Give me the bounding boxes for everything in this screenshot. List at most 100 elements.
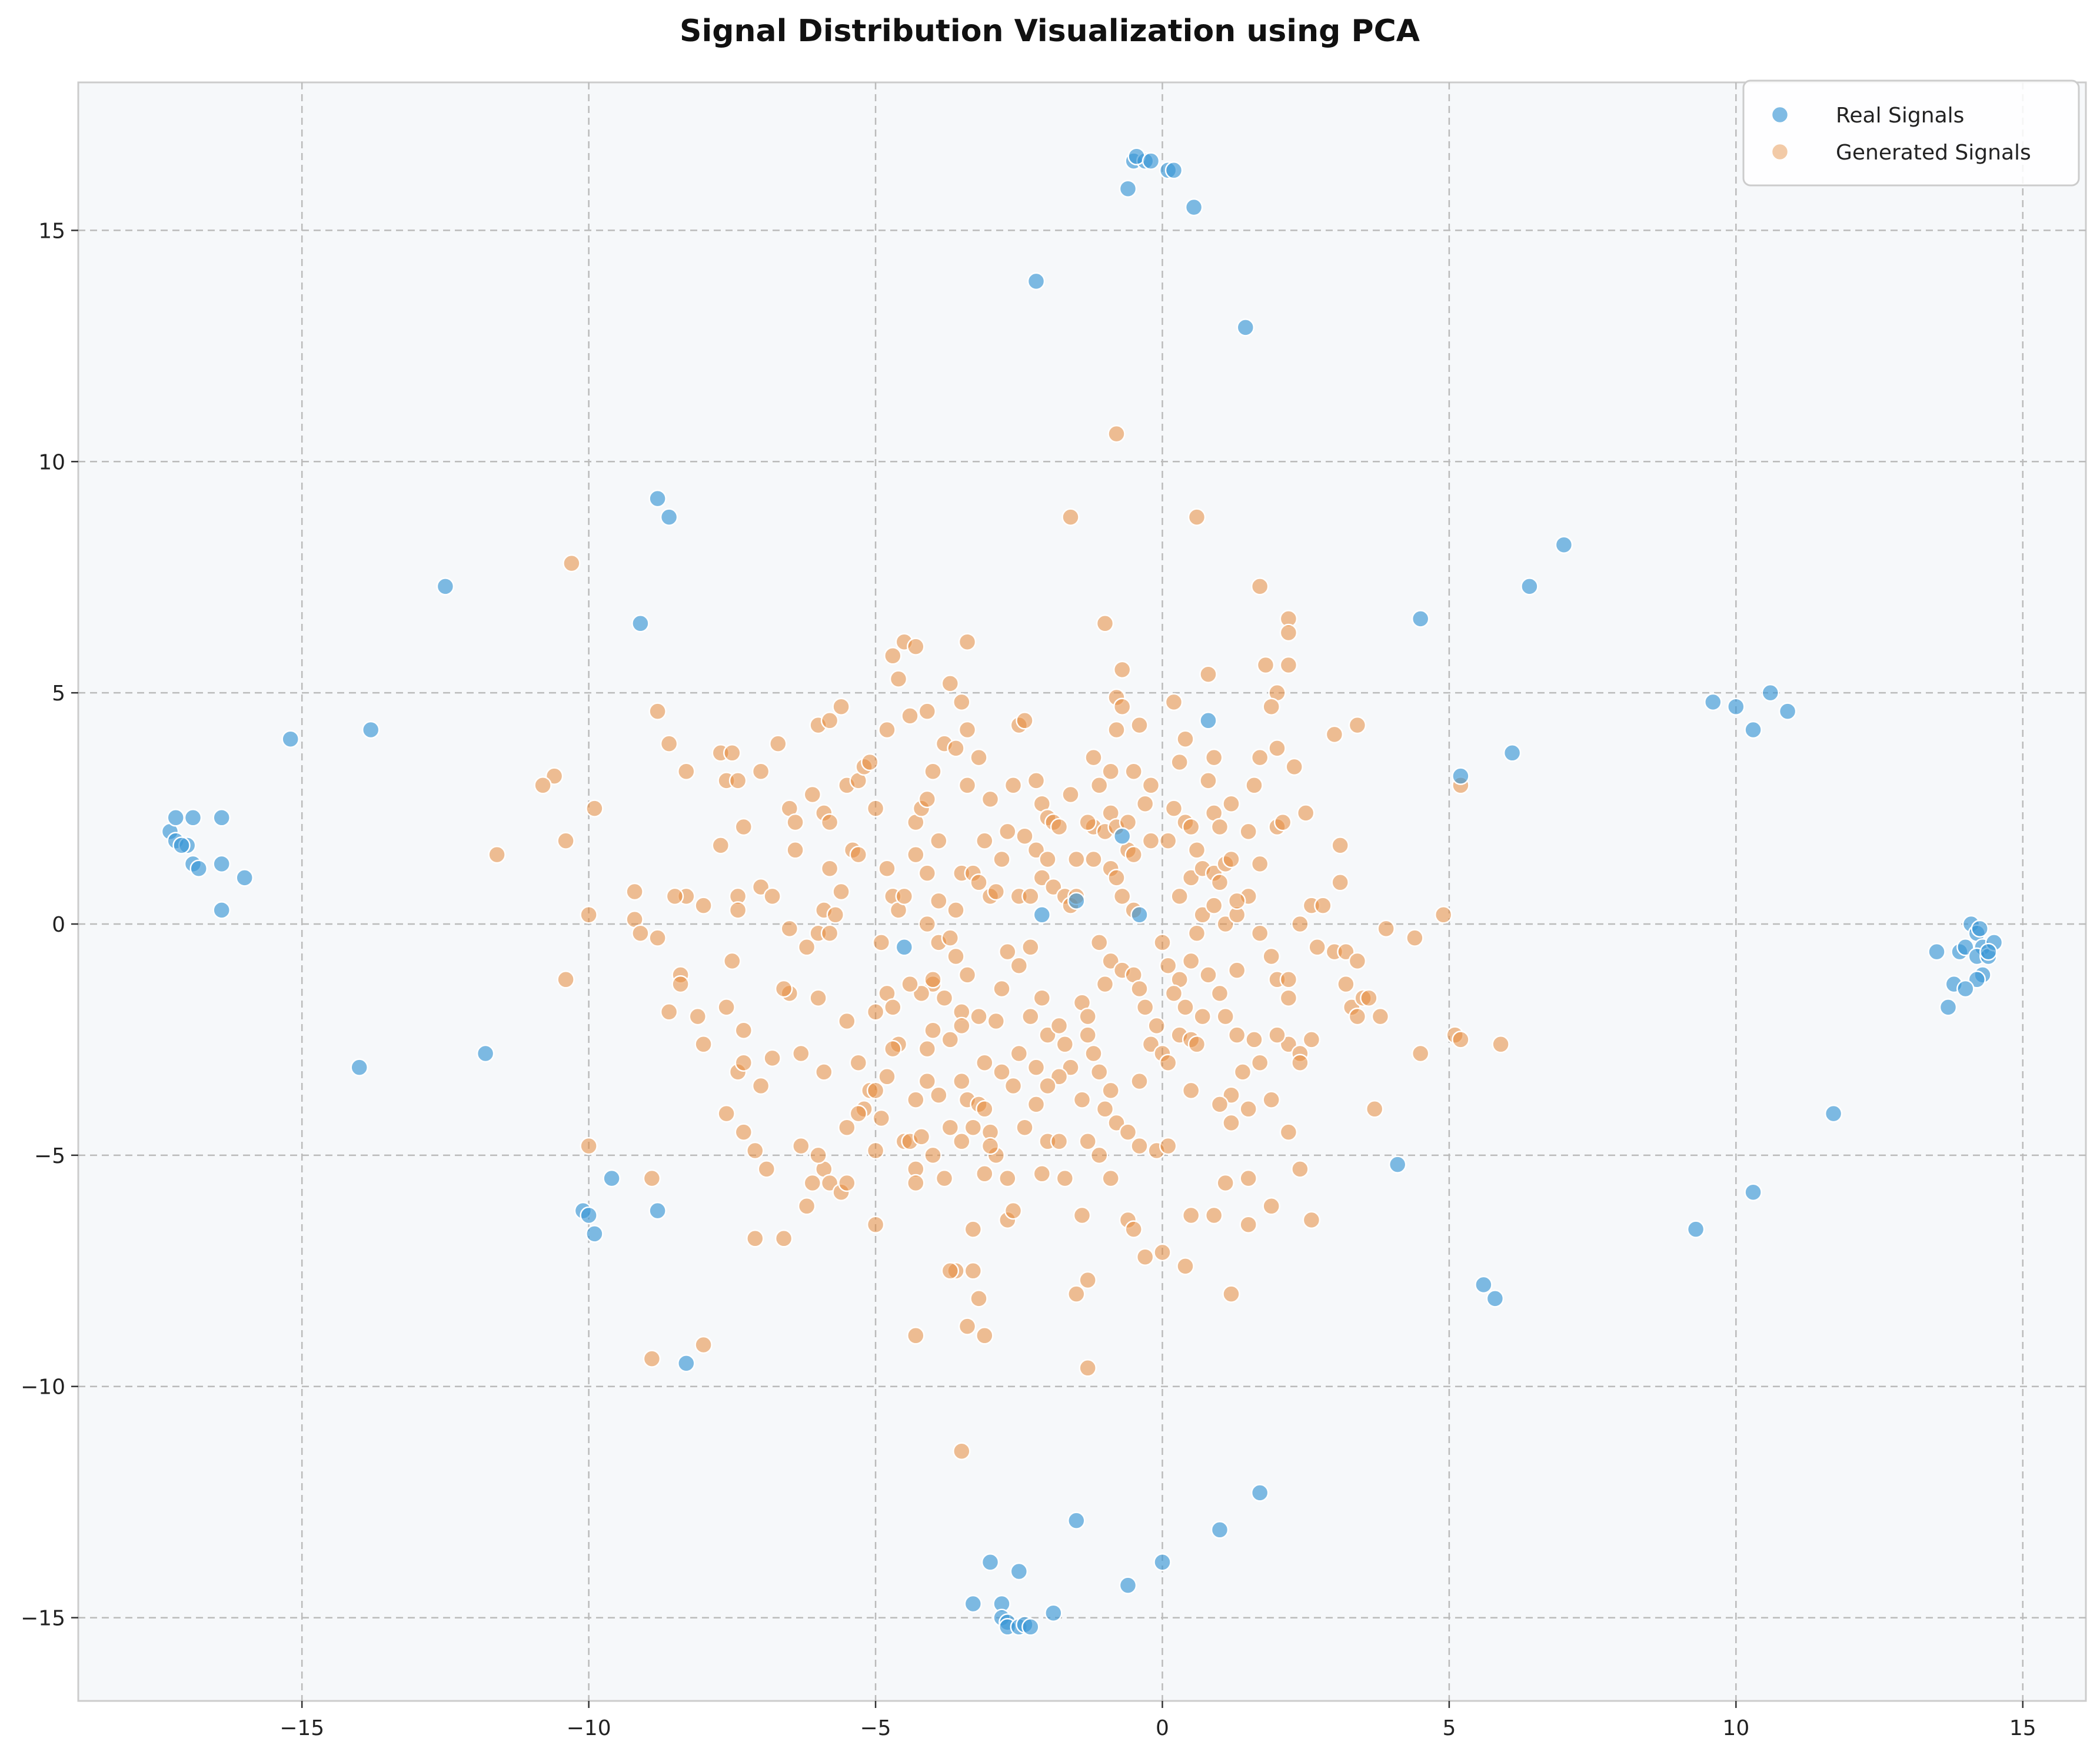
generated-signal-point <box>907 1174 925 1192</box>
generated-signal-point <box>820 859 839 878</box>
generated-signal-point <box>907 845 925 864</box>
real-signal-point <box>631 614 650 633</box>
generated-signal-point <box>1159 1054 1177 1072</box>
generated-signal-point <box>1250 855 1269 873</box>
generated-signal-point <box>924 762 942 780</box>
legend-real-label: Real Signals <box>1836 104 1964 128</box>
generated-signal-point <box>866 1003 885 1021</box>
generated-signal-point <box>1239 1100 1257 1118</box>
generated-signal-point <box>1079 813 1097 832</box>
generated-signal-point <box>774 979 793 998</box>
generated-signal-point <box>935 989 954 1007</box>
real-signal-point <box>1067 1511 1086 1530</box>
y-tick-label: 0 <box>52 913 65 937</box>
generated-signal-point <box>688 1007 707 1026</box>
generated-signal-point <box>1187 1035 1206 1054</box>
generated-signal-point <box>1061 508 1080 526</box>
generated-signal-point <box>1176 1257 1194 1275</box>
generated-signal-point <box>930 832 948 850</box>
generated-signal-point <box>1056 1169 1074 1188</box>
generated-signal-point <box>849 1054 868 1072</box>
generated-signal-point <box>1159 956 1177 975</box>
generated-signal-point <box>970 1007 988 1026</box>
real-signal-point <box>212 809 231 827</box>
real-signal-point <box>1411 610 1430 628</box>
generated-signal-point <box>1262 947 1280 966</box>
real-signal-point <box>436 577 455 596</box>
generated-signal-point <box>1124 1220 1143 1238</box>
generated-signal-point <box>947 739 965 757</box>
generated-signal-point <box>1262 1197 1280 1215</box>
generated-signal-point <box>918 864 937 882</box>
generated-signal-point <box>1250 577 1269 596</box>
generated-signal-point <box>1360 989 1378 1007</box>
chart-title: Signal Distribution Visualization using … <box>680 14 1420 49</box>
generated-signal-point <box>1239 1215 1257 1234</box>
generated-signal-point <box>1348 952 1367 971</box>
generated-signal-point <box>1222 1114 1240 1132</box>
generated-signal-point <box>660 1003 678 1021</box>
generated-signal-point <box>1067 850 1086 869</box>
real-signal-point <box>212 855 231 873</box>
generated-signal-point <box>557 971 575 989</box>
generated-signal-point <box>970 748 988 767</box>
generated-signal-point <box>815 1063 833 1081</box>
generated-signal-point <box>964 1262 983 1280</box>
generated-signal-point <box>953 693 971 712</box>
generated-signal-point <box>1176 998 1194 1016</box>
generated-signal-point <box>958 966 977 984</box>
y-tick-label: −10 <box>21 1375 65 1400</box>
generated-signal-point <box>849 1104 868 1123</box>
generated-signal-point <box>1227 1026 1246 1044</box>
generated-signal-point <box>924 971 942 989</box>
generated-signal-point <box>1187 841 1206 859</box>
generated-signal-point <box>941 1031 960 1049</box>
generated-signal-point <box>1090 776 1109 795</box>
generated-signal-point <box>1107 424 1126 443</box>
generated-signal-point <box>970 873 988 892</box>
real-signal-point <box>1027 272 1046 291</box>
real-signal-point <box>1503 744 1522 762</box>
generated-signal-point <box>1159 832 1177 850</box>
generated-signal-point <box>1199 665 1217 683</box>
generated-signal-point <box>976 1100 994 1118</box>
generated-signal-point <box>970 1290 988 1308</box>
legend-generated-label: Generated Signals <box>1836 141 2031 165</box>
generated-signal-point <box>1279 989 1298 1007</box>
real-signal-point <box>603 1169 621 1188</box>
generated-signal-point <box>1056 1035 1074 1054</box>
generated-signal-point <box>838 1012 856 1031</box>
generated-signal-point <box>981 790 1000 809</box>
real-signal-point <box>476 1044 495 1063</box>
generated-signal-point <box>1210 817 1229 836</box>
generated-signal-point <box>1141 832 1160 850</box>
generated-signal-point <box>1302 1211 1321 1229</box>
generated-signal-point <box>580 906 598 924</box>
generated-signal-point <box>1113 660 1131 679</box>
real-signal-point <box>1119 180 1137 198</box>
real-signal-point <box>1452 767 1470 785</box>
real-signal-point <box>189 859 208 878</box>
generated-signal-point <box>820 813 839 832</box>
generated-signal-point <box>884 647 902 665</box>
generated-signal-point <box>1348 1007 1367 1026</box>
x-tick-label: 5 <box>1442 1716 1456 1740</box>
generated-signal-point <box>1004 776 1023 795</box>
real-signal-point <box>1010 1562 1029 1581</box>
generated-signal-point <box>728 901 747 919</box>
real-signal-point <box>1153 1553 1172 1571</box>
generated-signal-point <box>1193 1007 1212 1026</box>
generated-signal-point <box>832 697 850 716</box>
generated-signal-point <box>757 1160 776 1178</box>
generated-signal-point <box>746 1141 764 1160</box>
generated-signal-point <box>1079 1026 1097 1044</box>
generated-signal-point <box>866 799 885 817</box>
generated-signal-point <box>907 1327 925 1345</box>
generated-signal-point <box>1291 1054 1309 1072</box>
generated-signal-point <box>1073 1091 1091 1109</box>
generated-signal-point <box>1136 795 1154 813</box>
generated-signal-point <box>751 762 770 780</box>
generated-signal-point <box>1004 1076 1023 1095</box>
generated-signal-point <box>999 942 1017 961</box>
generated-signal-point <box>723 952 741 971</box>
